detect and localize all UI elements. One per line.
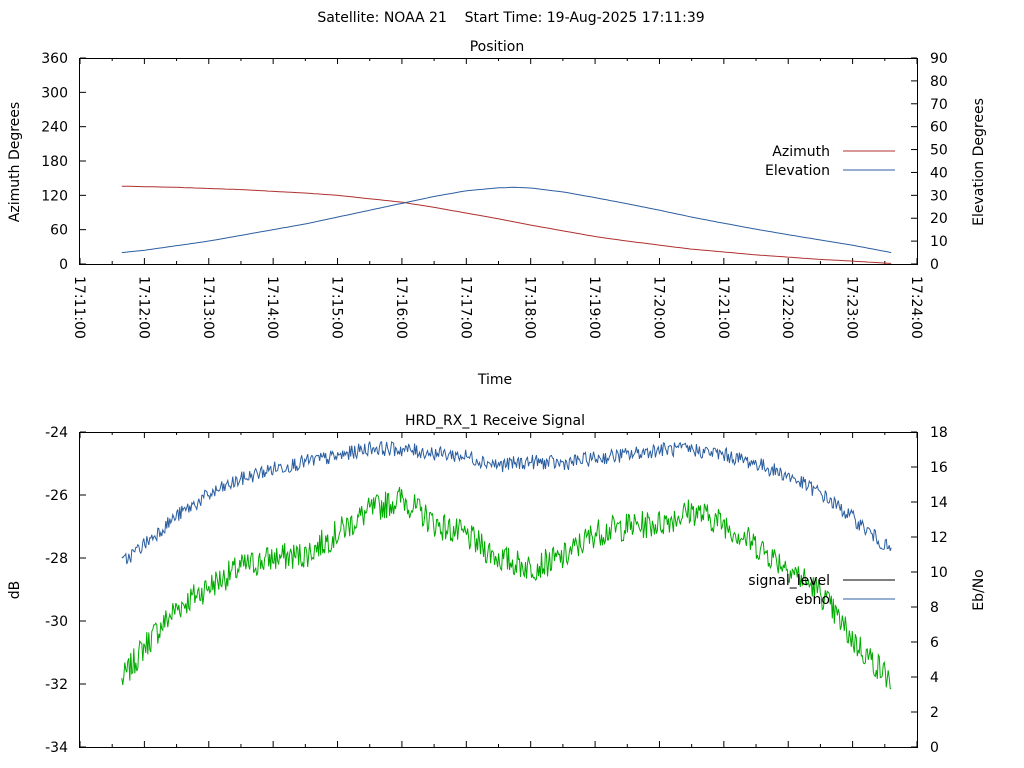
signal-plot-frame [79, 432, 918, 748]
x-tick-label: 17:24:00 [908, 276, 924, 339]
position-xlabel: Time [477, 372, 512, 388]
signal-legend: signal_level ebno [748, 573, 895, 608]
y-tick-label: 0 [59, 257, 68, 273]
y2-tick-label: 8 [930, 600, 939, 616]
y-tick-label: 120 [41, 188, 68, 204]
signal-series [121, 441, 892, 690]
y-tick-label: -28 [45, 551, 68, 567]
ebno-line [121, 441, 892, 565]
y2-tick-label: 20 [930, 211, 948, 227]
position-axes: 0 60 120 180 240 300 360 0 10 20 30 40 50 60 70 80 90 17:… [41, 51, 948, 339]
x-tick-label: 17:13:00 [200, 276, 216, 339]
y2-tick-label: 6 [930, 635, 939, 651]
y2-tick-label: 10 [930, 234, 948, 250]
y-tick-label: 60 [50, 223, 68, 239]
x-tick-label: 17:23:00 [844, 276, 860, 339]
y2-tick-label: 2 [930, 705, 939, 721]
signal-chart: HRD_RX_1 Receive Signal -34-32-30-28-26-… [7, 413, 987, 756]
y-tick-label: 240 [41, 120, 68, 136]
y2-tick-label: 30 [930, 188, 948, 204]
x-tick-label: 17:18:00 [522, 276, 538, 339]
y2-tick-label: 60 [930, 120, 948, 136]
x-tick-label: 17:14:00 [264, 276, 280, 339]
signal-ylabel: dB [7, 581, 23, 600]
y2-tick-label: 18 [930, 425, 948, 441]
x-tick-label: 17:21:00 [715, 276, 731, 339]
y2-tick-label: 12 [930, 530, 948, 546]
y2-tick-label: 14 [930, 495, 948, 511]
position-chart-title: Position [470, 39, 525, 55]
y2-tick-label: 70 [930, 97, 948, 113]
y2-tick-label: 0 [930, 257, 939, 273]
position-plot-frame [79, 58, 918, 265]
position-chart: Position 0 60 120 180 240 300 360 0 10 20 30 40 50 60… [7, 39, 987, 388]
y2-tick-label: 80 [930, 74, 948, 90]
y-tick-label: -30 [45, 614, 68, 630]
signal-y2label: Eb/No [971, 569, 987, 611]
y-tick-label: -34 [45, 740, 68, 756]
y2-tick-label: 0 [930, 740, 939, 756]
y-tick-label: 180 [41, 154, 68, 170]
position-ylabel: Azimuth Degrees [7, 102, 23, 222]
x-tick-label: 17:19:00 [586, 276, 602, 339]
x-tick-label: 17:16:00 [393, 276, 409, 339]
y2-tick-label: 90 [930, 51, 948, 67]
figure-title: Satellite: NOAA 21 Start Time: 19-Aug-20… [317, 10, 704, 26]
legend-label-ebno: ebno [795, 592, 830, 608]
y-tick-label: -24 [45, 425, 68, 441]
y2-tick-label: 40 [930, 165, 948, 181]
y-tick-label: -26 [45, 488, 68, 504]
x-tick-label: 17:22:00 [779, 276, 795, 339]
signal-level-line [121, 486, 892, 690]
x-tick-label: 17:17:00 [457, 276, 473, 339]
position-series [121, 185, 892, 264]
y2-tick-label: 4 [930, 670, 939, 686]
signal-chart-title: HRD_RX_1 Receive Signal [405, 413, 585, 429]
azimuth-line [121, 185, 892, 264]
x-tick-label: 17:20:00 [650, 276, 666, 339]
y-tick-label: 300 [41, 85, 68, 101]
position-y2label: Elevation Degrees [971, 98, 987, 226]
x-tick-label: 17:12:00 [135, 276, 151, 339]
x-tick-label: 17:15:00 [329, 276, 345, 339]
x-tick-label: 17:11:00 [71, 276, 87, 339]
elevation-line [121, 186, 892, 254]
y2-tick-label: 50 [930, 143, 948, 159]
legend-label-elevation: Elevation [765, 163, 830, 179]
legend-label-azimuth: Azimuth [772, 144, 830, 160]
y-tick-label: 360 [41, 51, 68, 67]
position-legend: Azimuth Elevation [765, 144, 895, 179]
y-tick-label: -32 [45, 677, 68, 693]
signal-axes: -34 -32 -30 -28 -26 -24 0 2 4 6 8 10 12 14 16 18 [45, 425, 948, 756]
legend-label-signal-level: signal_level [748, 573, 830, 589]
y2-tick-label: 16 [930, 460, 948, 476]
y2-tick-label: 10 [930, 565, 948, 581]
